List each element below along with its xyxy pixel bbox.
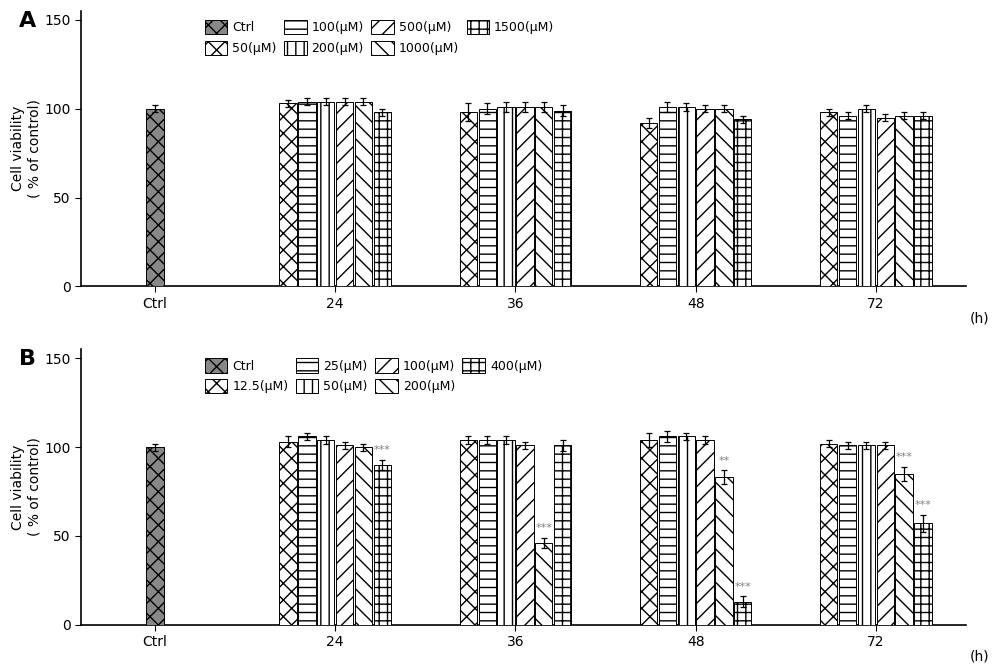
Bar bbox=[839, 116, 856, 287]
Text: ***: *** bbox=[896, 452, 913, 462]
Text: ***: *** bbox=[374, 445, 391, 455]
Y-axis label: Cell viability
( % of control): Cell viability ( % of control) bbox=[11, 99, 41, 198]
Text: A: A bbox=[19, 11, 36, 31]
Bar bbox=[659, 436, 676, 625]
Bar bbox=[298, 102, 316, 287]
Y-axis label: Cell viability
( % of control): Cell viability ( % of control) bbox=[11, 437, 41, 537]
Bar bbox=[516, 446, 534, 625]
Bar bbox=[374, 112, 391, 287]
Bar bbox=[820, 112, 837, 287]
Bar bbox=[659, 107, 676, 287]
Bar bbox=[336, 446, 353, 625]
Bar bbox=[914, 116, 932, 287]
Bar bbox=[497, 440, 515, 625]
Bar bbox=[640, 123, 657, 287]
Bar bbox=[858, 109, 875, 287]
Bar bbox=[355, 447, 372, 625]
Bar bbox=[734, 119, 751, 287]
Bar bbox=[554, 446, 571, 625]
Bar bbox=[535, 543, 552, 625]
Bar bbox=[696, 440, 714, 625]
Bar bbox=[839, 446, 856, 625]
Text: (h): (h) bbox=[970, 311, 989, 325]
Bar bbox=[317, 440, 334, 625]
Text: ***: *** bbox=[915, 500, 931, 510]
Bar bbox=[516, 107, 534, 287]
Bar bbox=[146, 109, 164, 287]
Bar bbox=[877, 446, 894, 625]
Bar bbox=[317, 102, 334, 287]
Bar bbox=[497, 107, 515, 287]
Text: **: ** bbox=[718, 456, 730, 466]
Bar bbox=[479, 109, 496, 287]
Bar bbox=[279, 442, 297, 625]
Bar bbox=[479, 440, 496, 625]
Bar bbox=[336, 102, 353, 287]
Bar bbox=[279, 103, 297, 287]
Bar bbox=[640, 440, 657, 625]
Bar bbox=[678, 107, 695, 287]
Bar bbox=[146, 447, 164, 625]
Bar bbox=[877, 117, 894, 287]
Text: (h): (h) bbox=[970, 650, 989, 664]
Bar bbox=[696, 109, 714, 287]
Legend: Ctrl, 50(μM), 100(μM), 200(μM), 500(μM), 1000(μM), 1500(μM): Ctrl, 50(μM), 100(μM), 200(μM), 500(μM),… bbox=[202, 17, 557, 58]
Bar bbox=[374, 465, 391, 625]
Bar bbox=[554, 111, 571, 287]
Bar bbox=[298, 436, 316, 625]
Legend: Ctrl, 12.5(μM), 25(μM), 50(μM), 100(μM), 200(μM), 400(μM): Ctrl, 12.5(μM), 25(μM), 50(μM), 100(μM),… bbox=[202, 356, 545, 396]
Bar bbox=[820, 444, 837, 625]
Bar bbox=[895, 116, 913, 287]
Bar bbox=[460, 440, 477, 625]
Bar bbox=[734, 602, 751, 625]
Bar bbox=[678, 436, 695, 625]
Text: ***: *** bbox=[535, 523, 552, 533]
Bar bbox=[858, 446, 875, 625]
Bar bbox=[355, 102, 372, 287]
Bar bbox=[715, 477, 733, 625]
Bar bbox=[715, 109, 733, 287]
Text: ***: *** bbox=[734, 582, 751, 592]
Bar bbox=[914, 523, 932, 625]
Bar bbox=[895, 474, 913, 625]
Text: B: B bbox=[19, 350, 36, 370]
Bar bbox=[460, 112, 477, 287]
Bar bbox=[535, 107, 552, 287]
